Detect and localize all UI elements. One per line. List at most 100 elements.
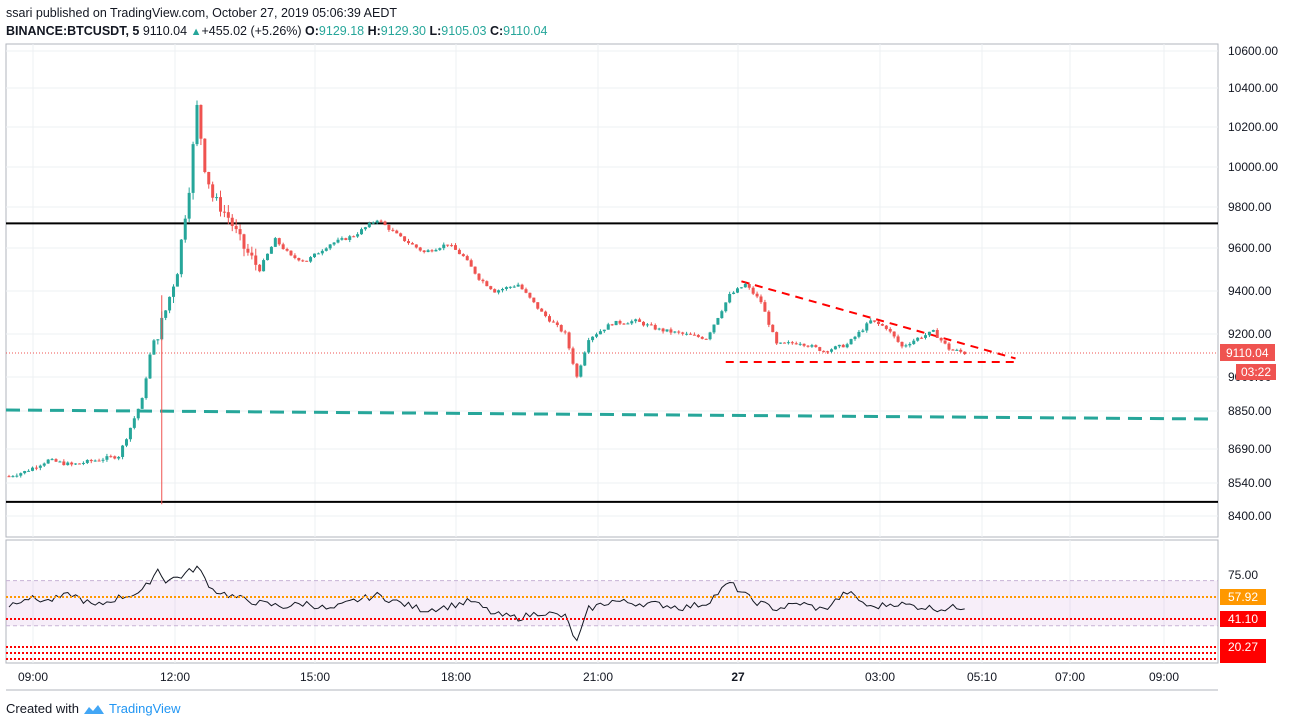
footer: Created with TradingView: [6, 701, 181, 716]
candle-body: [403, 236, 407, 242]
candle-body: [144, 378, 148, 399]
rsi-value-tag-text: 41.10: [1228, 612, 1258, 626]
published-text: published on TradingView.com, October 27…: [35, 6, 398, 20]
candle-body: [187, 192, 191, 219]
candle-body: [661, 328, 665, 332]
created-with-text: Created with: [6, 701, 79, 716]
candle-body: [152, 340, 156, 355]
candle-body: [387, 225, 391, 230]
candle-body: [587, 340, 591, 353]
candle-body: [140, 398, 144, 409]
candle-body: [501, 289, 504, 291]
close-label: C:: [489, 24, 504, 38]
candle-body: [630, 321, 634, 324]
candle-body: [297, 257, 301, 261]
y-tick-label: 9600.00: [1228, 241, 1272, 255]
candle-body: [622, 323, 626, 325]
candle-body: [763, 302, 767, 312]
y-tick-label: 8850.00: [1228, 404, 1272, 418]
candle-body: [242, 234, 246, 249]
candle-body: [78, 463, 81, 465]
candle-body: [226, 212, 230, 218]
candle-body: [865, 323, 869, 331]
candle-body: [281, 244, 285, 250]
candle-body: [344, 238, 348, 240]
high-label: H:: [367, 24, 381, 38]
candle-body: [85, 459, 89, 463]
candle-body: [269, 246, 273, 254]
open-label: O:: [305, 24, 319, 38]
candle-body: [136, 408, 140, 419]
candle-body: [869, 320, 873, 324]
candle-body: [328, 244, 332, 249]
symbol-label[interactable]: BINANCE:BTCUSDT, 5: [6, 24, 140, 38]
candle-body: [716, 318, 720, 325]
candle-body: [469, 260, 473, 267]
x-tick-label: 09:00: [1149, 670, 1179, 684]
candle-body: [50, 459, 54, 461]
candle-body: [164, 310, 168, 318]
candle-body: [418, 247, 422, 251]
candle-body: [759, 296, 763, 303]
candle-body: [798, 343, 802, 345]
candle-body: [704, 338, 708, 340]
x-tick-label: 09:00: [18, 670, 48, 684]
candle-body: [634, 319, 638, 322]
candle-body: [473, 266, 477, 274]
candle-body: [497, 290, 501, 293]
candle-body: [215, 197, 219, 199]
last-price-tag-text: 9110.04: [1226, 346, 1269, 360]
candle-body: [42, 463, 46, 466]
candle-body: [771, 324, 775, 333]
candle-body: [591, 336, 595, 341]
candle-body: [74, 463, 78, 465]
candle-body: [211, 184, 215, 198]
candle-body: [481, 279, 485, 282]
candle-body: [195, 104, 199, 145]
candle-body: [822, 350, 826, 352]
candle-body: [489, 286, 493, 290]
candle-body: [524, 289, 528, 293]
rsi-tick-label: 75.00: [1228, 568, 1258, 582]
candle-body: [849, 339, 853, 345]
candle-body: [19, 473, 23, 476]
candle-body: [779, 342, 783, 344]
tradingview-brand[interactable]: TradingView: [108, 701, 181, 716]
low-label: L:: [429, 24, 442, 38]
candle-body: [450, 245, 454, 247]
candle-body: [46, 459, 50, 464]
candle-body: [97, 460, 101, 462]
candle-body: [681, 332, 685, 334]
candle-body: [101, 459, 105, 461]
candle-body: [516, 284, 520, 287]
candle-body: [125, 439, 128, 446]
candle-body: [442, 244, 446, 249]
candle-body: [254, 255, 258, 265]
candle-body: [316, 253, 320, 255]
y-tick-label: 8540.00: [1228, 476, 1272, 490]
candle-body: [234, 225, 238, 230]
candle-body: [430, 250, 434, 252]
candle-body: [959, 349, 963, 352]
candle-body: [877, 321, 880, 325]
countdown-tag-text: 03:22: [1241, 365, 1271, 379]
candle-body: [258, 264, 262, 272]
candle-body: [696, 335, 700, 337]
candle-body: [837, 344, 841, 347]
candle-body: [457, 249, 461, 255]
candle-body: [790, 342, 794, 344]
candle-body: [595, 334, 598, 337]
candle-body: [555, 322, 559, 326]
candle-body: [900, 341, 904, 347]
candle-body: [313, 253, 316, 258]
candle-body: [755, 293, 759, 297]
candle-body: [426, 250, 430, 253]
y-tick-label: 9400.00: [1228, 284, 1272, 298]
publisher-name[interactable]: ssari: [6, 6, 33, 20]
candle-body: [916, 337, 920, 341]
candle-body: [446, 244, 450, 246]
close-value: 9110.04: [503, 24, 548, 38]
candle-body: [845, 344, 849, 348]
candle-body: [340, 238, 344, 240]
